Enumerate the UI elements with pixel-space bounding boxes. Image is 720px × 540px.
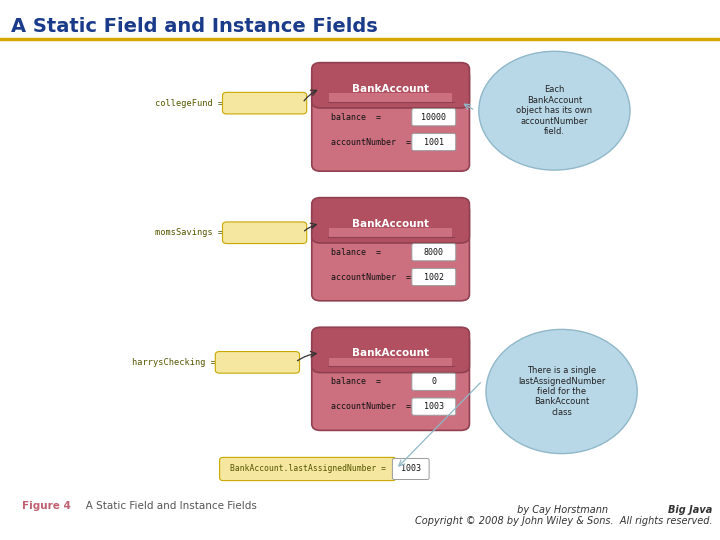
FancyBboxPatch shape	[412, 373, 456, 390]
Text: There is a single
lastAssignedNumber
field for the
BankAccount
class: There is a single lastAssignedNumber fie…	[518, 366, 606, 417]
Text: 1002: 1002	[424, 273, 444, 281]
Text: A Static Field and Instance Fields: A Static Field and Instance Fields	[11, 17, 377, 36]
Text: Copyright © 2008 by John Wiley & Sons.  All rights reserved.: Copyright © 2008 by John Wiley & Sons. A…	[415, 516, 713, 526]
Text: 8000: 8000	[424, 248, 444, 256]
FancyBboxPatch shape	[412, 133, 456, 151]
Text: accountNumber  =: accountNumber =	[331, 138, 411, 146]
FancyBboxPatch shape	[392, 458, 429, 480]
Text: 1003: 1003	[401, 464, 420, 474]
Ellipse shape	[479, 51, 630, 170]
Text: BankAccount.lastAssignedNumber =: BankAccount.lastAssignedNumber =	[230, 464, 386, 474]
FancyBboxPatch shape	[412, 244, 456, 261]
Bar	[329, 358, 452, 366]
FancyBboxPatch shape	[412, 109, 456, 126]
Text: collegeFund =: collegeFund =	[155, 99, 223, 107]
Text: balance  =: balance =	[331, 113, 381, 122]
Text: BankAccount: BankAccount	[352, 219, 429, 228]
FancyBboxPatch shape	[312, 63, 469, 108]
Text: BankAccount: BankAccount	[352, 348, 429, 358]
FancyBboxPatch shape	[312, 198, 469, 243]
FancyBboxPatch shape	[312, 334, 469, 430]
FancyBboxPatch shape	[222, 92, 307, 114]
Text: momsSavings =: momsSavings =	[155, 228, 223, 237]
Text: accountNumber  =: accountNumber =	[331, 273, 411, 281]
FancyBboxPatch shape	[312, 204, 469, 301]
Bar	[329, 93, 452, 102]
FancyBboxPatch shape	[222, 222, 307, 244]
Text: BankAccount: BankAccount	[352, 84, 429, 93]
Text: harrysChecking =: harrysChecking =	[132, 358, 216, 367]
Text: balance  =: balance =	[331, 248, 381, 256]
FancyBboxPatch shape	[220, 457, 396, 481]
Text: Each
BankAccount
object has its own
accountNumber
field.: Each BankAccount object has its own acco…	[516, 85, 593, 136]
Text: Big Java: Big Java	[668, 505, 713, 515]
Text: 0: 0	[431, 377, 436, 386]
Text: balance  =: balance =	[331, 377, 381, 386]
Text: 1001: 1001	[424, 138, 444, 146]
Text: 10000: 10000	[421, 113, 446, 122]
Text: 1003: 1003	[424, 402, 444, 411]
Bar	[329, 228, 452, 237]
FancyBboxPatch shape	[312, 69, 469, 171]
FancyBboxPatch shape	[412, 398, 456, 415]
Text: by Cay Horstmann: by Cay Horstmann	[514, 505, 608, 515]
Text: Figure 4: Figure 4	[22, 501, 71, 511]
FancyBboxPatch shape	[215, 352, 300, 373]
Text: A Static Field and Instance Fields: A Static Field and Instance Fields	[76, 501, 256, 511]
Text: accountNumber  =: accountNumber =	[331, 402, 411, 411]
FancyBboxPatch shape	[312, 327, 469, 373]
Ellipse shape	[486, 329, 637, 454]
FancyBboxPatch shape	[412, 268, 456, 286]
